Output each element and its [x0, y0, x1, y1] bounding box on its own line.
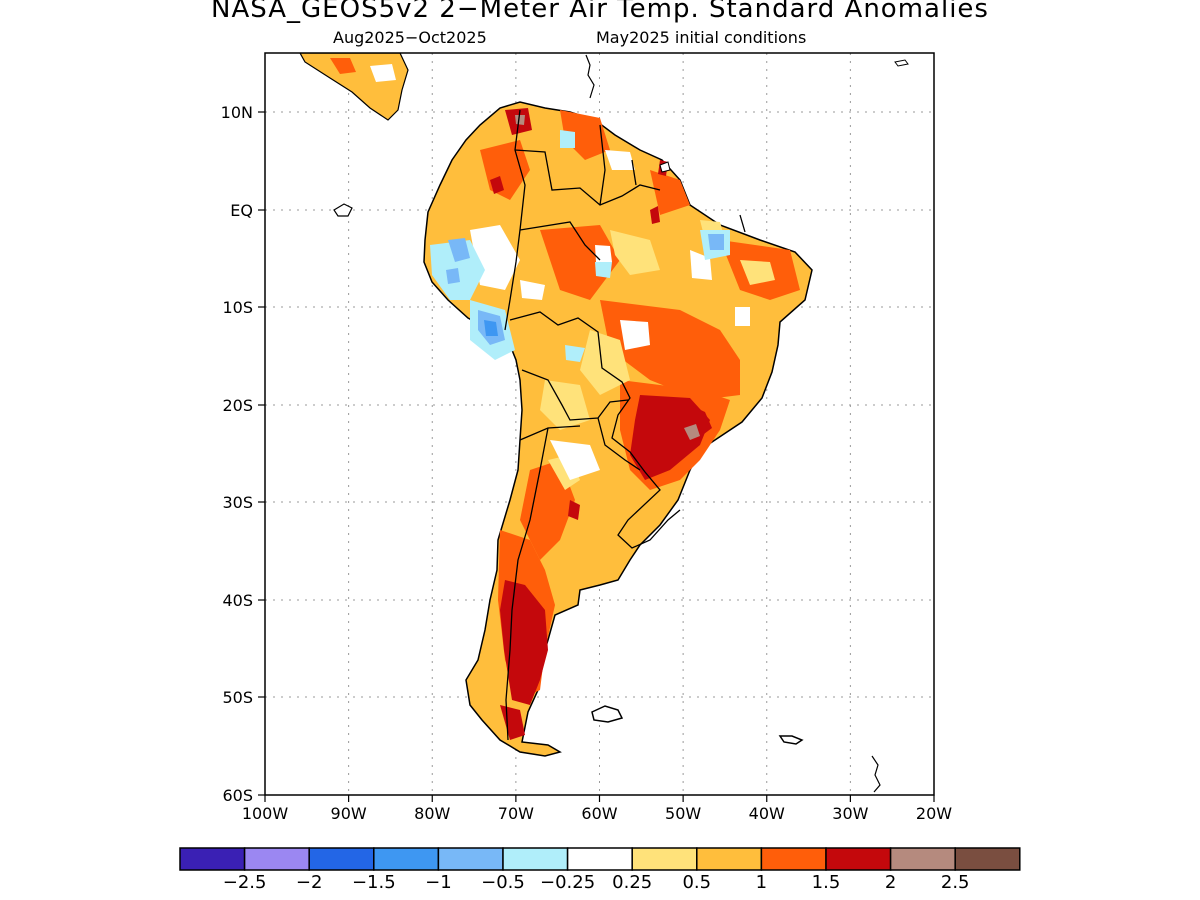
colorbar-swatch — [696, 847, 763, 871]
lon-label: 70W — [498, 804, 534, 823]
subtitle-period: Aug2025−Oct2025 — [333, 28, 487, 47]
colorbar-label: 0.25 — [612, 872, 652, 893]
colorbar-label: −0.25 — [540, 872, 595, 893]
colorbar-label: 2 — [885, 872, 896, 893]
anomaly-patch — [595, 262, 612, 278]
anomaly-central-america-cool — [370, 64, 396, 82]
colorbar-swatch — [179, 847, 246, 871]
colorbar-swatch — [566, 847, 633, 871]
lat-label: 30S — [222, 493, 253, 512]
land-south-georgia — [778, 735, 804, 745]
lon-label: 90W — [331, 804, 367, 823]
colorbar-label: −1 — [425, 872, 452, 893]
colorbar-swatch — [243, 847, 310, 871]
anomaly-patch — [735, 307, 750, 326]
anomaly-patch — [740, 260, 775, 285]
colorbar-swatch — [373, 847, 440, 871]
anomaly-patch — [565, 345, 585, 362]
anomaly-patch — [650, 170, 690, 215]
anomaly-patch — [684, 424, 700, 440]
lon-label: 50W — [665, 804, 701, 823]
colorbar-label: 1.5 — [812, 872, 841, 893]
lat-label: 20S — [222, 396, 253, 415]
colorbar: −2.5 −2 −1.5 −1 −0.5 −0.25 0.25 0.5 1 1.5 2 2.5 — [179, 847, 1021, 893]
map-title: NASA_GEOS5v2 2−Meter Air Temp. Standard … — [211, 0, 989, 24]
anomaly-patch — [605, 150, 635, 170]
land-small-atlantic-island — [894, 59, 909, 67]
colorbar-swatch — [825, 847, 892, 871]
colorbar-label: −0.5 — [481, 872, 525, 893]
lat-label: 60S — [222, 786, 253, 805]
anomaly-patch — [620, 320, 650, 350]
anomaly-patch — [540, 380, 590, 430]
anomaly-patch — [515, 115, 525, 125]
colorbar-swatch — [437, 847, 504, 871]
colorbar-swatch — [631, 847, 698, 871]
anomaly-patch — [446, 268, 460, 284]
land-falkland-islands — [591, 705, 624, 723]
colorbar-swatch — [760, 847, 827, 871]
lon-label: 80W — [414, 804, 450, 823]
colorbar-label: −2 — [296, 872, 323, 893]
anomaly-patch — [708, 234, 724, 250]
anomaly-patch — [490, 176, 504, 194]
lon-label: 40W — [749, 804, 785, 823]
anomaly-patch — [568, 500, 580, 520]
land-south-america — [423, 101, 813, 757]
anomaly-patch — [595, 245, 612, 262]
subtitle-conditions: May2025 initial conditions — [596, 28, 807, 47]
lat-label: 10N — [221, 103, 253, 122]
anomaly-patch — [610, 230, 660, 275]
anomaly-patch — [484, 320, 498, 336]
lon-label: 20W — [916, 804, 952, 823]
anomaly-patch — [550, 440, 600, 480]
colorbar-swatch — [308, 847, 375, 871]
colorbar-swatch — [954, 847, 1021, 871]
colorbar-label: 2.5 — [941, 872, 970, 893]
lon-label: 60W — [581, 804, 617, 823]
colorbar-label: 0.5 — [682, 872, 711, 893]
anomaly-patch — [520, 460, 575, 560]
lat-label: 10S — [222, 298, 253, 317]
lat-label: 40S — [222, 591, 253, 610]
anomaly-patch — [560, 130, 575, 148]
colorbar-label: 1 — [756, 872, 767, 893]
anomaly-patch — [650, 206, 660, 224]
anomaly-patch — [520, 280, 545, 300]
axis-ticks — [258, 111, 935, 802]
land-sandwich-islands — [871, 755, 881, 793]
colorbar-swatch — [889, 847, 956, 871]
colorbar-label: −1.5 — [352, 872, 396, 893]
country-borders — [504, 109, 746, 741]
colorbar-swatch — [502, 847, 569, 871]
lat-label: 50S — [222, 688, 253, 707]
land-caribbean-islands — [585, 54, 595, 99]
anomaly-patch — [540, 225, 620, 300]
lat-label: EQ — [230, 201, 253, 220]
anomaly-patch — [448, 238, 470, 262]
land-trinidad — [659, 161, 671, 173]
anomaly-central-america-warm — [330, 58, 356, 74]
land-central-america — [299, 53, 409, 121]
land-galapagos — [333, 203, 353, 217]
colorbar-label: −2.5 — [223, 872, 267, 893]
lon-label: 100W — [242, 804, 289, 823]
lon-label: 30W — [832, 804, 868, 823]
